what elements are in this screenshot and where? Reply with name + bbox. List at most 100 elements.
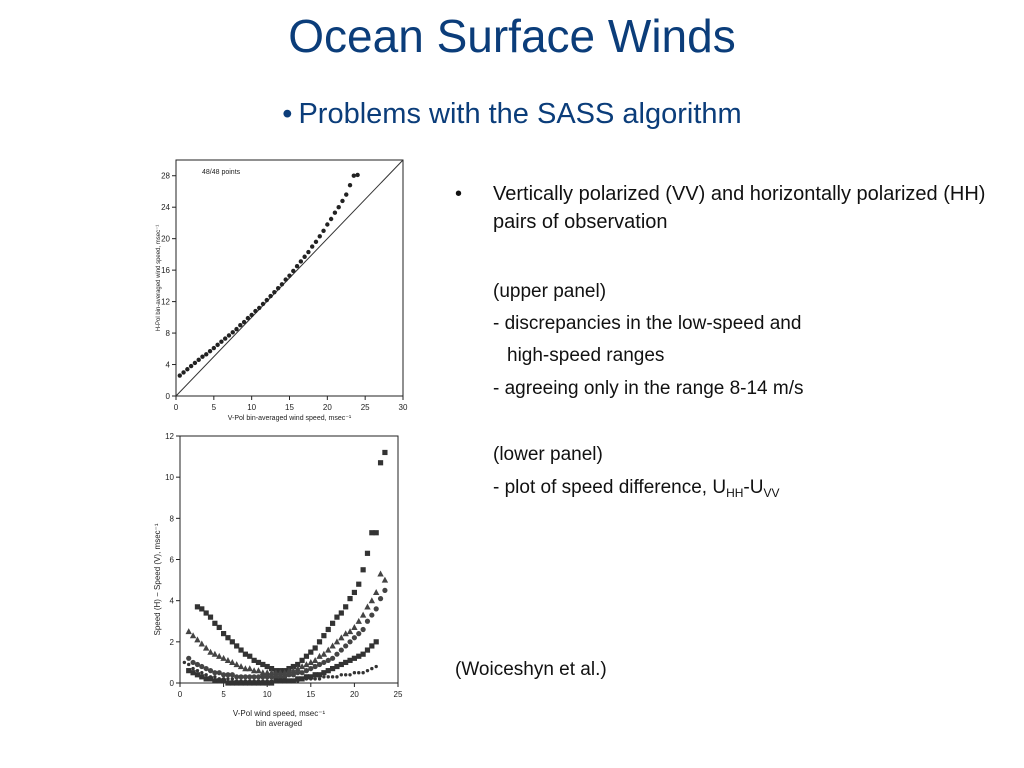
lower-square-point <box>247 680 253 686</box>
upper-data-point <box>181 370 186 375</box>
upper-data-point <box>294 264 300 269</box>
lower-square-point <box>264 663 270 670</box>
lower-square-point <box>199 674 205 680</box>
upper-data-point <box>249 312 254 318</box>
upper-data-point <box>260 301 266 307</box>
lower-x-axis-label: V-Pol wind speed, msec⁻¹ <box>233 709 326 718</box>
upper-x-tick-label: 20 <box>323 403 332 412</box>
lower-dot-point <box>187 662 191 667</box>
lower-circle-point <box>212 670 218 676</box>
upper-data-point <box>185 367 190 372</box>
subscript-hh: HH <box>726 486 744 500</box>
subtitle-text: Problems with the SASS algorithm <box>298 98 742 130</box>
lower-square-point <box>247 653 253 659</box>
lower-circle-point <box>356 631 362 637</box>
lower-dot-point <box>182 660 187 665</box>
upper-data-point <box>226 333 232 338</box>
lower-dot-point <box>370 666 374 671</box>
upper-data-point <box>325 222 330 227</box>
lower-square-point <box>356 653 362 659</box>
lower-square-point <box>347 657 353 663</box>
lower-triangle-point <box>325 646 332 653</box>
upper-data-point <box>222 336 228 341</box>
lower-circle-point <box>251 674 257 680</box>
subtitle-bullet: • <box>282 98 293 130</box>
lower-circle-point <box>308 665 314 672</box>
upper-data-point <box>200 354 205 359</box>
lower-triangle-point <box>242 665 249 672</box>
lower-square-point <box>316 672 323 678</box>
lower-square-point <box>330 620 336 626</box>
lower-triangle-point <box>229 659 236 666</box>
lower-square-point <box>216 624 222 631</box>
lower-dot-point <box>322 675 326 679</box>
lower-triangle-point <box>277 669 284 676</box>
lower-triangle-point <box>307 659 314 666</box>
lower-triangle-point <box>207 648 214 655</box>
upper-data-point <box>234 326 239 332</box>
upper-panel-chart: 0 5 10 15 20 25 30 0 4 8 12 16 20 24 28 48/48 points V-P… <box>148 152 413 422</box>
lower-square-point <box>369 530 375 536</box>
lower-dot-point <box>208 675 213 679</box>
lower-dot-point <box>278 679 282 683</box>
upper-data-point <box>188 363 194 369</box>
lower-line-prefix: - plot of speed difference, U <box>493 477 727 498</box>
lower-dot-point <box>256 679 261 683</box>
upper-y-tick-label: 16 <box>161 266 170 275</box>
lower-y-tick-label: 8 <box>170 514 175 523</box>
lower-dot-point <box>300 677 304 681</box>
lower-dot-point <box>274 679 278 683</box>
lower-square-point <box>364 550 371 556</box>
slide-subtitle: • Problems with the SASS algorithm <box>0 94 1024 134</box>
lower-triangle-point <box>281 669 288 676</box>
lower-circle-point <box>225 672 231 678</box>
lower-triangle-point <box>198 640 205 647</box>
lower-square-point <box>234 680 240 686</box>
lower-dot-point <box>252 679 256 683</box>
lower-circle-point <box>207 668 214 674</box>
lower-y-axis-label: Speed (H) − Speed (V), msec⁻¹ <box>153 523 162 635</box>
lower-triangle-point <box>220 654 227 661</box>
lower-dot-point <box>361 671 365 675</box>
upper-data-point <box>347 182 353 188</box>
lower-square-point <box>260 680 266 686</box>
lower-square-point <box>242 651 248 657</box>
lower-triangle-point <box>216 652 223 659</box>
lower-square-point <box>260 661 266 668</box>
lower-dot-point <box>287 679 291 683</box>
lower-triangle-point <box>364 603 371 610</box>
lower-dot-point <box>191 666 195 671</box>
lower-square-point <box>207 676 214 682</box>
lower-square-point <box>295 676 301 682</box>
lower-circle-point <box>299 670 305 676</box>
upper-data-point <box>177 373 182 378</box>
lower-square-point <box>229 680 235 686</box>
lower-square-point <box>347 596 353 602</box>
upper-y-tick-label: 20 <box>161 235 170 244</box>
lower-triangle-point <box>268 669 275 676</box>
lower-square-point <box>312 645 318 651</box>
upper-data-point <box>245 315 251 321</box>
lower-dot-point <box>226 677 230 681</box>
lower-triangle-point <box>259 669 267 676</box>
lower-square-point <box>373 530 379 536</box>
lower-x-tick-label: 25 <box>394 690 403 699</box>
upper-data-point <box>211 345 217 351</box>
lower-square-point <box>264 680 270 686</box>
upper-data-point <box>215 342 220 348</box>
lower-square-point <box>377 460 384 466</box>
lower-dot-point <box>204 673 208 677</box>
lower-circle-point <box>343 643 349 649</box>
lower-dot-point <box>335 675 339 679</box>
lower-square-point <box>225 635 231 641</box>
lower-x-tick-label: 20 <box>350 690 359 699</box>
lower-circle-point <box>186 655 192 661</box>
lower-square-point <box>351 655 357 661</box>
lower-square-point <box>325 626 331 633</box>
upper-data-point <box>279 282 285 287</box>
lower-circle-point <box>268 674 275 680</box>
lower-square-point <box>190 670 196 676</box>
lower-square-point <box>212 678 218 684</box>
upper-x-tick-label: 0 <box>174 403 179 412</box>
lower-circle-point <box>295 670 301 676</box>
